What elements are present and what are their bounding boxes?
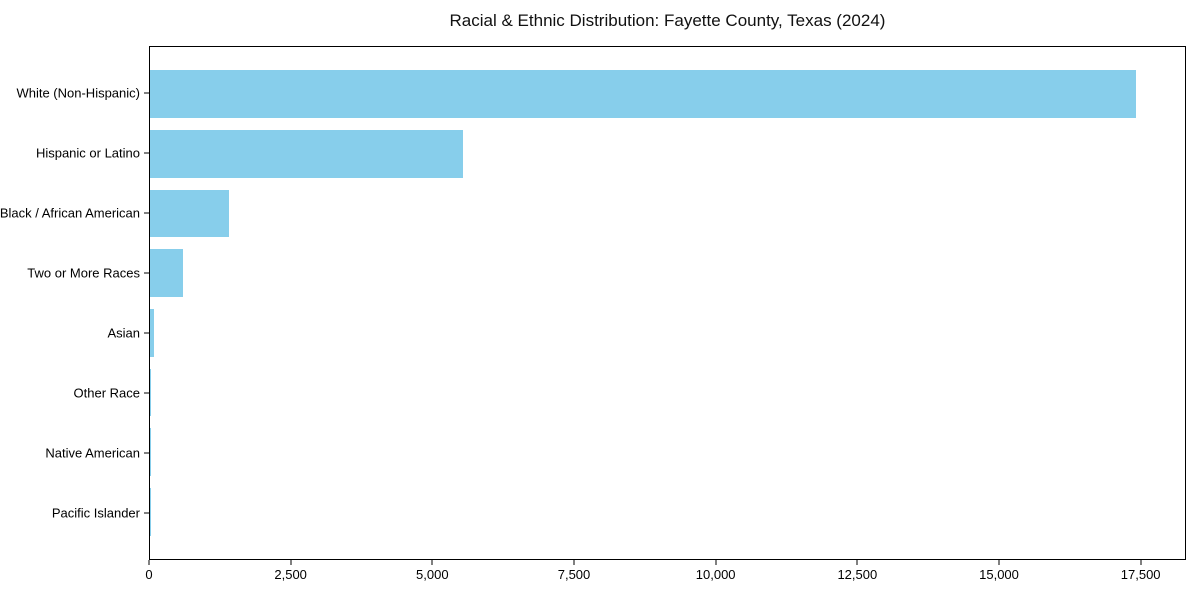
- y-label-hispanic-or-latino: Hispanic or Latino: [35, 145, 140, 161]
- y-axis-labels: White (Non-Hispanic) Hispanic or Latino Bl…: [0, 46, 140, 560]
- x-tick-12500: [856, 560, 858, 565]
- x-tick-17500: [1140, 560, 1142, 565]
- y-tick-native-american: [144, 452, 149, 454]
- y-label-two-or-more-races: Two or More Races: [27, 265, 140, 281]
- x-tick-label-12500: 12,500: [837, 567, 878, 582]
- x-tick-7500: [573, 560, 575, 565]
- x-axis-tick-labels: 0 2,500 5,000 7,500 10,000 12,500 15,000 17,500: [145, 567, 1186, 583]
- bar-hispanic-or-latino: [150, 129, 464, 178]
- y-label-white-non-hispanic: White (Non-Hispanic): [16, 85, 140, 101]
- y-tick-pacific-islander: [144, 512, 149, 514]
- y-tick-white-non-hispanic: [144, 92, 149, 94]
- y-label-asian: Asian: [107, 325, 140, 341]
- bar-white-non-hispanic: [150, 70, 1136, 118]
- y-label-black-african-american: Black / African American: [0, 205, 140, 221]
- bar-asian: [150, 308, 155, 357]
- chart-title: Racial & Ethnic Distribution: Fayette Co…: [449, 11, 886, 30]
- bar-other-race: [150, 368, 152, 417]
- y-label-other-race: Other Race: [73, 385, 140, 401]
- x-tick-15000: [998, 560, 1000, 565]
- x-tick-label-15000: 15,000: [979, 567, 1019, 582]
- x-tick-0: [148, 560, 150, 565]
- plot-area: [149, 46, 1186, 560]
- y-axis-ticks: [144, 46, 149, 560]
- y-tick-hispanic-or-latino: [144, 152, 149, 154]
- x-tick-label-5000: 5,000: [416, 567, 449, 582]
- y-label-native-american: Native American: [45, 445, 140, 461]
- x-tick-label-17500: 17,500: [1120, 567, 1161, 582]
- x-tick-label-10000: 10,000: [695, 567, 736, 582]
- x-tick-2500: [290, 560, 292, 565]
- x-axis-ticks: [148, 560, 1186, 565]
- x-tick-label-0: 0: [145, 567, 153, 582]
- y-tick-two-or-more-races: [144, 272, 149, 274]
- y-tick-other-race: [144, 392, 149, 394]
- x-tick-label-2500: 2,500: [274, 567, 307, 582]
- y-tick-black-african-american: [144, 212, 149, 214]
- x-tick-label-7500: 7,500: [557, 567, 591, 582]
- bar-black-african-american: [150, 189, 229, 238]
- y-label-pacific-islander: Pacific Islander: [51, 505, 140, 521]
- bar-two-or-more-races: [150, 249, 183, 297]
- x-tick-5000: [431, 560, 433, 565]
- x-tick-10000: [715, 560, 717, 565]
- y-tick-asian: [144, 332, 149, 334]
